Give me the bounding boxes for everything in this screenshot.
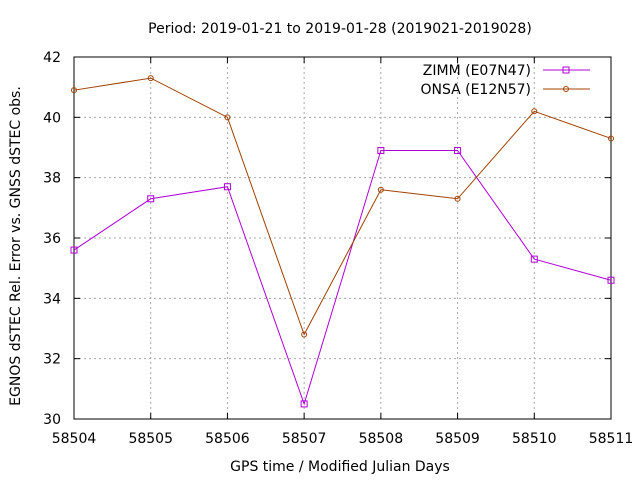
data-point-square (147, 195, 155, 203)
legend-label: ONSA (E12N57) (420, 82, 531, 98)
x-tick-label: 58507 (282, 431, 327, 447)
y-tick-label: 38 (43, 171, 61, 187)
y-tick-label: 36 (43, 231, 61, 247)
data-point-circle (531, 108, 538, 115)
x-tick-label: 58506 (205, 431, 250, 447)
legend-marker-circle (563, 86, 569, 92)
data-point-circle (377, 186, 384, 193)
data-point-square (70, 246, 78, 254)
y-axis-label: EGNOS dSTEC Rel. Error vs. GNSS dSTEC ob… (8, 86, 24, 406)
data-point-square (454, 147, 462, 155)
series-line-1 (73, 150, 612, 406)
x-tick-label: 58505 (128, 431, 173, 447)
legend-marker-square (562, 66, 570, 74)
chart-title: Period: 2019-01-21 to 2019-01-28 (201902… (148, 21, 532, 37)
x-tick-label: 58504 (52, 431, 97, 447)
legend-label: ZIMM (E07N47) (423, 63, 531, 79)
x-axis-label: GPS time / Modified Julian Days (230, 459, 450, 475)
y-tick-label: 32 (43, 352, 61, 368)
data-point-square (300, 400, 308, 408)
grid (74, 57, 611, 419)
series-line-2 (73, 77, 612, 336)
data-point-square (530, 255, 538, 263)
y-tick-label: 34 (43, 291, 61, 307)
y-tick-label: 30 (43, 412, 61, 428)
axis-ticks: 58504 58505 58506 58507 58508 58509 58510 58511… (43, 50, 633, 447)
x-tick-label: 58510 (512, 431, 557, 447)
data-point-square (607, 276, 615, 284)
legend: ZIMM (E07N47) ONSA (E12N57) (420, 63, 590, 98)
x-tick-label: 58511 (589, 431, 634, 447)
data-point-circle (147, 75, 154, 82)
data-point-circle (224, 114, 231, 121)
x-tick-label: 58509 (435, 431, 480, 447)
data-point-square (223, 183, 231, 191)
series-layer (70, 75, 615, 408)
data-point-circle (454, 195, 461, 202)
data-point-circle (301, 331, 308, 338)
y-tick-label: 42 (43, 50, 61, 66)
data-point-square (377, 147, 385, 155)
data-point-circle (71, 87, 77, 94)
y-tick-label: 40 (43, 110, 61, 126)
x-tick-label: 58508 (359, 431, 404, 447)
data-point-circle (608, 135, 614, 142)
